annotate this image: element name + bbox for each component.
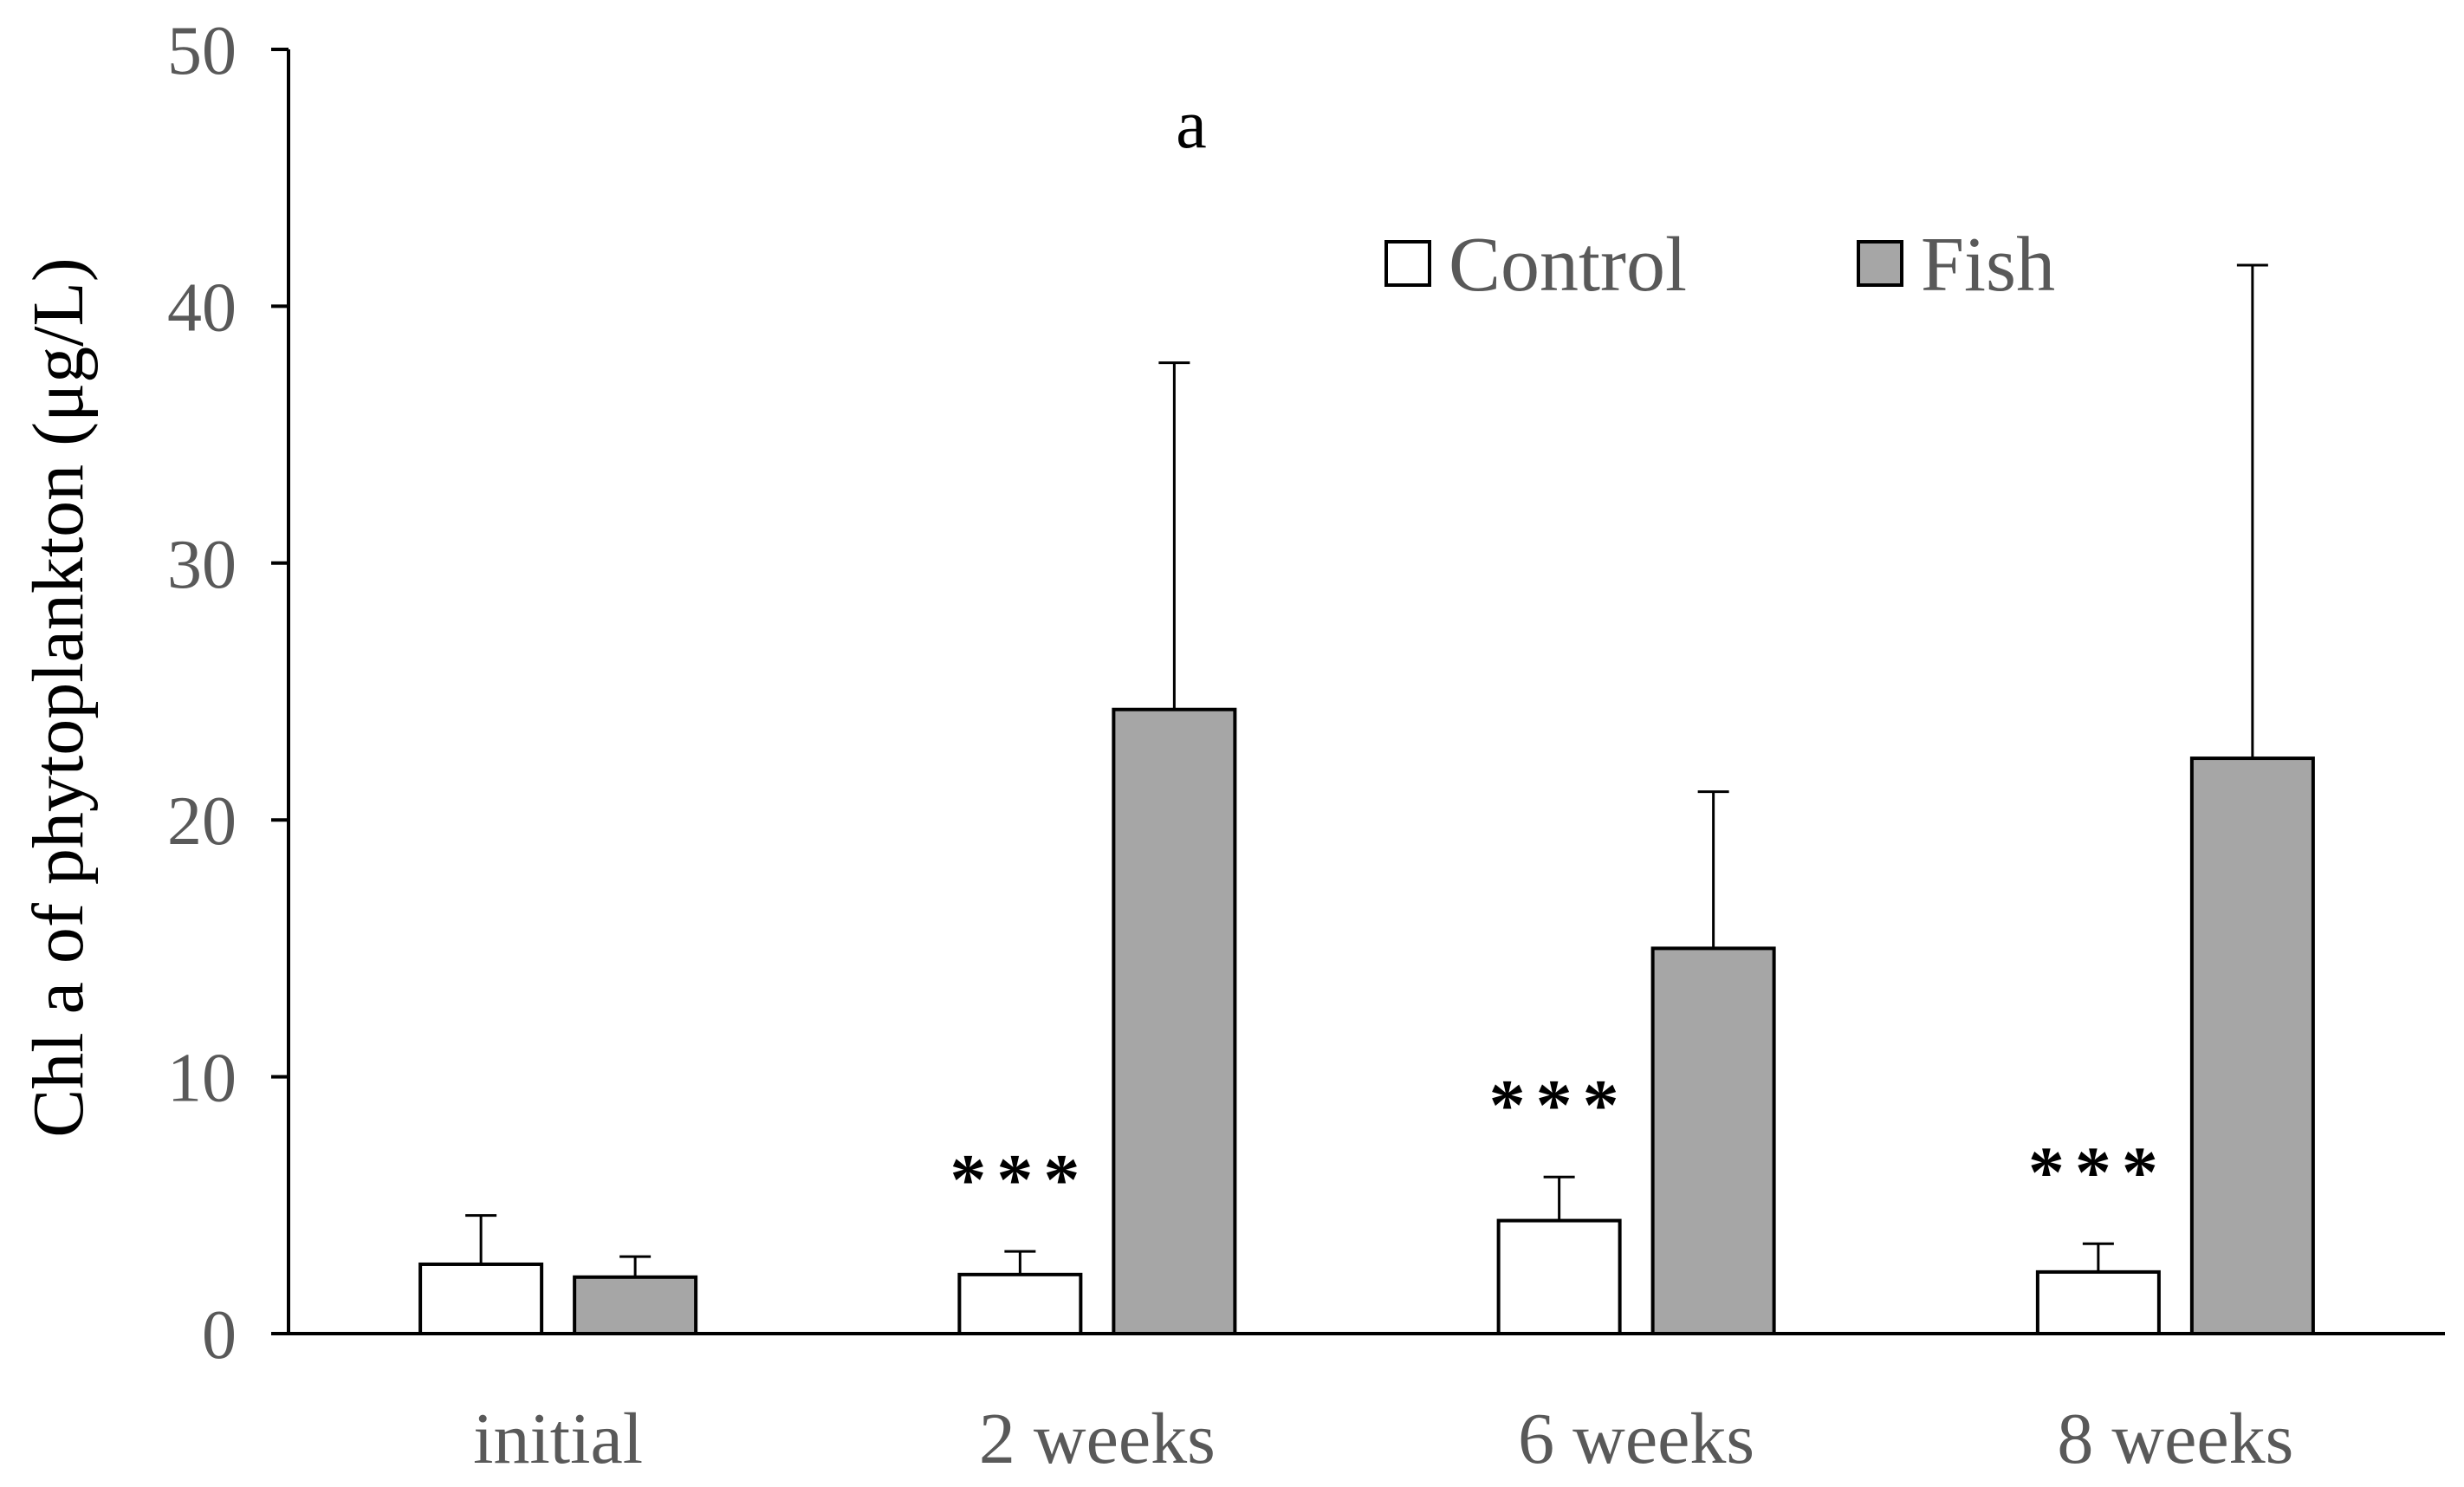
fish-bar	[1650, 946, 1776, 1336]
control-bar	[418, 1262, 544, 1336]
fish-legend-label: Fish	[1921, 222, 2055, 308]
control-bar	[2035, 1269, 2161, 1336]
control-legend-swatch	[1384, 240, 1431, 287]
significance-label: ***	[2028, 1132, 2169, 1212]
y-axis: 0 10 20 30 40 50	[167, 13, 290, 1373]
panel-label: a	[1176, 87, 1207, 163]
x-tick-label: 6 weeks	[1518, 1399, 1754, 1479]
fish-bar	[1112, 707, 1237, 1335]
significance-label: ***	[950, 1140, 1090, 1220]
significance-label: ***	[1489, 1065, 1630, 1146]
error-bars	[465, 263, 2268, 1277]
x-tick-labels: initial 2 weeks 6 weeks 8 weeks	[473, 1399, 2293, 1479]
significance-marks: *** *** ***	[950, 1065, 2169, 1220]
x-tick-label: initial	[473, 1399, 643, 1479]
y-tick-label: 0	[202, 1297, 237, 1373]
fish-bar	[573, 1275, 698, 1335]
control-legend-label: Control	[1449, 222, 1687, 308]
y-tick-label: 30	[167, 527, 237, 603]
bars	[418, 707, 2315, 1336]
fish-bar	[2189, 756, 2315, 1335]
y-tick-label: 10	[167, 1041, 237, 1117]
x-tick-label: 2 weeks	[979, 1399, 1216, 1479]
x-tick-label: 8 weeks	[2057, 1399, 2293, 1479]
y-tick-label: 50	[167, 13, 237, 89]
legend: Control Fish	[1384, 222, 2055, 308]
y-tick-label: 20	[167, 783, 237, 860]
fish-legend-swatch	[1857, 240, 1903, 287]
control-bar	[957, 1272, 1083, 1335]
y-axis-title: Chl a of phytoplankton (μg/L)	[18, 257, 99, 1138]
y-tick-label: 40	[167, 269, 237, 346]
control-bar	[1496, 1218, 1622, 1335]
